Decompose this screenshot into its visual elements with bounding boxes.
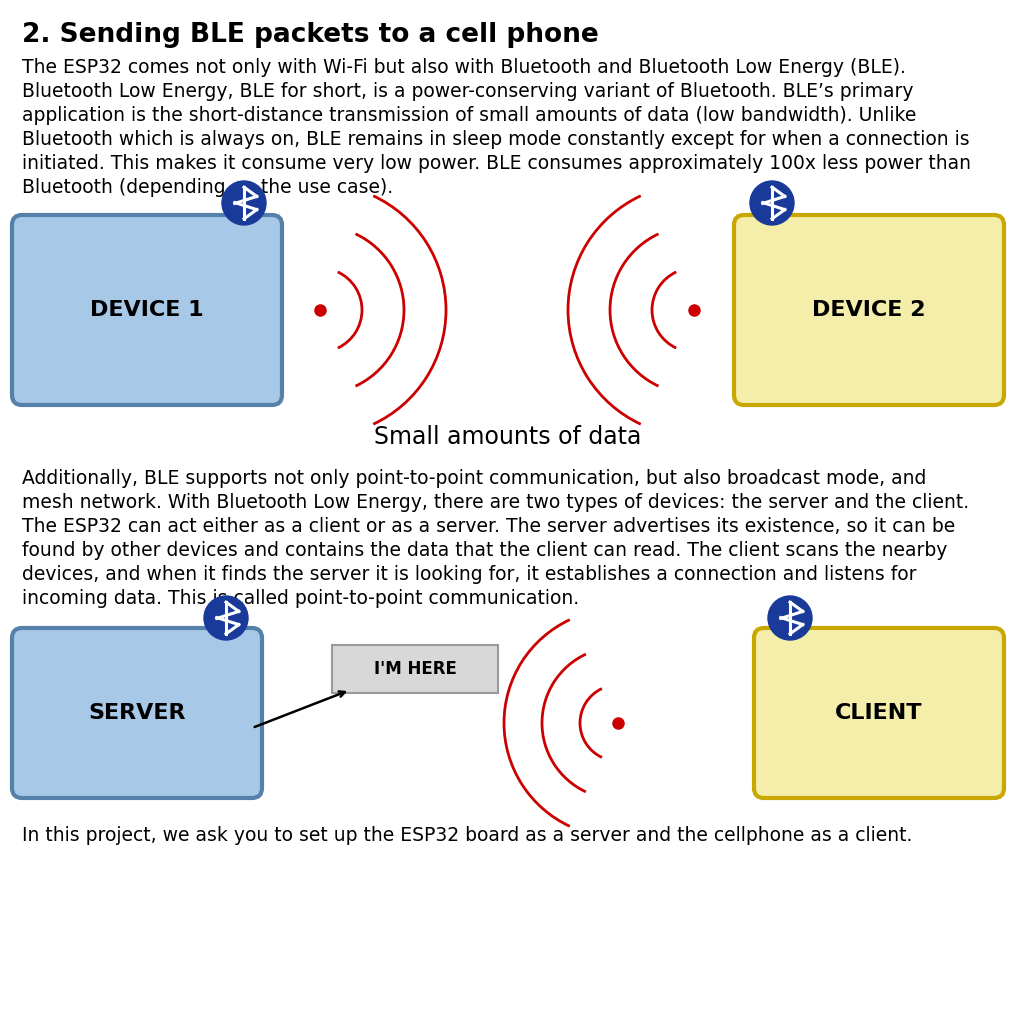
Text: Bluetooth Low Energy, BLE for short, is a power-conserving variant of Bluetooth.: Bluetooth Low Energy, BLE for short, is …: [22, 82, 913, 101]
Text: The ESP32 comes not only with Wi-Fi but also with Bluetooth and Bluetooth Low En: The ESP32 comes not only with Wi-Fi but …: [22, 58, 906, 77]
Text: DEVICE 2: DEVICE 2: [812, 300, 926, 319]
FancyBboxPatch shape: [754, 628, 1004, 798]
Circle shape: [223, 181, 266, 225]
Text: The ESP32 can act either as a client or as a server. The server advertises its e: The ESP32 can act either as a client or …: [22, 517, 955, 536]
Text: DEVICE 1: DEVICE 1: [90, 300, 204, 319]
Text: initiated. This makes it consume very low power. BLE consumes approximately 100x: initiated. This makes it consume very lo…: [22, 154, 971, 173]
FancyBboxPatch shape: [12, 215, 282, 406]
Text: incoming data. This is called point-to-point communication.: incoming data. This is called point-to-p…: [22, 589, 579, 608]
FancyBboxPatch shape: [12, 628, 262, 798]
Text: devices, and when it finds the server it is looking for, it establishes a connec: devices, and when it finds the server it…: [22, 565, 916, 584]
Text: Bluetooth which is always on, BLE remains in sleep mode constantly except for wh: Bluetooth which is always on, BLE remain…: [22, 130, 969, 150]
Text: CLIENT: CLIENT: [835, 703, 923, 723]
Text: mesh network. With Bluetooth Low Energy, there are two types of devices: the ser: mesh network. With Bluetooth Low Energy,…: [22, 493, 969, 512]
Circle shape: [750, 181, 793, 225]
FancyBboxPatch shape: [734, 215, 1004, 406]
Text: I'M HERE: I'M HERE: [374, 660, 456, 678]
Text: Additionally, BLE supports not only point-to-point communication, but also broad: Additionally, BLE supports not only poin…: [22, 469, 927, 488]
FancyBboxPatch shape: [332, 645, 498, 693]
Circle shape: [768, 596, 812, 640]
Text: found by other devices and contains the data that the client can read. The clien: found by other devices and contains the …: [22, 541, 947, 560]
Text: In this project, we ask you to set up the ESP32 board as a server and the cellph: In this project, we ask you to set up th…: [22, 826, 912, 845]
Circle shape: [204, 596, 248, 640]
Text: Small amounts of data: Small amounts of data: [374, 425, 642, 449]
Text: 2. Sending BLE packets to a cell phone: 2. Sending BLE packets to a cell phone: [22, 22, 598, 48]
Text: Bluetooth (depending on the use case).: Bluetooth (depending on the use case).: [22, 178, 393, 197]
Text: SERVER: SERVER: [88, 703, 186, 723]
Text: application is the short-distance transmission of small amounts of data (low ban: application is the short-distance transm…: [22, 106, 916, 125]
